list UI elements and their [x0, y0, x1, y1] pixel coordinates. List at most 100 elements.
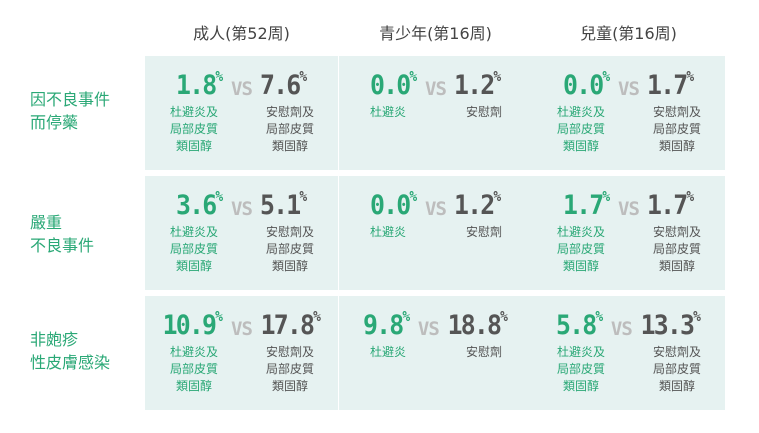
percent-value: 1.7% — [647, 181, 694, 222]
label-line: 局部皮質 — [265, 242, 314, 256]
label-line: 杜避炎及 — [169, 345, 218, 359]
percent-value: 5.1% — [260, 181, 307, 222]
value-comparison: 5.8% VS 13.3% — [532, 304, 725, 342]
column-header: 成人(第52周) — [193, 24, 290, 43]
label-line: 局部皮質 — [652, 122, 701, 136]
percent-value: 13.3% — [640, 301, 700, 342]
label-line: 安慰劑及 — [652, 345, 701, 359]
percent-sign: % — [493, 189, 502, 205]
label-line: 類固醇 — [175, 139, 212, 153]
percent-value: 1.2% — [454, 181, 501, 222]
label-line: 類固醇 — [562, 379, 599, 393]
label-line: 類固醇 — [175, 259, 212, 273]
row-label-line: 不良事件 — [30, 236, 95, 255]
percent-sign: % — [299, 69, 308, 85]
value-number: 5.8 — [555, 310, 597, 341]
row-label-line: 因不良事件 — [30, 90, 111, 109]
percent-value: 1.7% — [563, 181, 610, 222]
placebo-label: 安慰劑及 局部皮質 類固醇 — [255, 104, 325, 155]
percent-sign: % — [215, 69, 223, 85]
placebo-label: 安慰劑 — [449, 224, 519, 241]
value-number: 0.0 — [369, 190, 411, 221]
value-number: 5.1 — [259, 190, 301, 221]
vs-label: VS — [425, 198, 447, 220]
label-line: 杜避炎及 — [556, 225, 605, 239]
value-number: 1.7 — [646, 190, 688, 221]
percent-value: 0.0% — [370, 181, 417, 222]
label-line: 杜避炎 — [369, 345, 406, 359]
value-number: 10.9 — [162, 310, 216, 341]
value-number: 13.3 — [640, 310, 694, 341]
percent-sign: % — [402, 309, 410, 325]
value-comparison: 1.8% VS 7.6% — [145, 64, 338, 102]
treatment-label: 杜避炎及 局部皮質 類固醇 — [159, 224, 229, 275]
value-number: 18.8 — [447, 310, 501, 341]
placebo-label: 安慰劑 — [449, 344, 519, 361]
column-header: 青少年(第16周) — [379, 24, 492, 43]
placebo-label: 安慰劑及 局部皮質 類固醇 — [642, 224, 712, 275]
comparison-cell: 1.7% VS 1.7% 杜避炎及 局部皮質 類固醇 安慰劑及 局部皮質 類固醇 — [532, 176, 725, 290]
value-number: 1.2 — [453, 190, 495, 221]
value-number: 1.7 — [562, 190, 604, 221]
percent-sign: % — [313, 309, 321, 325]
label-line: 局部皮質 — [556, 362, 605, 376]
percent-sign: % — [595, 309, 603, 325]
percent-sign: % — [686, 69, 695, 85]
label-line: 局部皮質 — [265, 122, 314, 136]
comparison-cell: 5.8% VS 13.3% 杜避炎及 局部皮質 類固醇 安慰劑及 局部皮質 類固醇 — [532, 296, 725, 410]
label-line: 安慰劑 — [465, 105, 502, 119]
percent-value: 1.7% — [647, 61, 694, 102]
treatment-label: 杜避炎及局部皮質類固醇 — [546, 224, 616, 275]
value-number: 9.8 — [362, 310, 404, 341]
comparison-cell: 9.8% VS 18.8% 杜避炎 安慰劑 — [339, 296, 532, 410]
label-line: 安慰劑及 — [265, 345, 314, 359]
treatment-label: 杜避炎及 局部皮質 類固醇 — [159, 344, 229, 395]
label-line: 安慰劑及 — [652, 105, 701, 119]
label-line: 局部皮質 — [652, 362, 701, 376]
vs-label: VS — [618, 198, 640, 220]
comparison-cell: 10.9% VS 17.8% 杜避炎及 局部皮質 類固醇 安慰劑及 局部皮質 類固醇 — [145, 296, 338, 410]
label-line: 杜避炎及 — [169, 225, 218, 239]
placebo-label: 安慰劑及局部皮質類固醇 — [642, 104, 712, 155]
comparison-cell: 0.0% VS 1.2% 杜避炎 安慰劑 — [339, 176, 532, 290]
percent-sign: % — [409, 189, 417, 205]
percent-sign: % — [686, 189, 695, 205]
placebo-label: 安慰劑 — [449, 104, 519, 121]
comparison-cell: 0.0% VS 1.7% 杜避炎及 局部皮質 類固醇 安慰劑及 局部皮質 類固醇 — [532, 56, 725, 170]
label-line: 杜避炎及 — [556, 345, 605, 359]
percent-value: 5.8% — [556, 301, 603, 342]
placebo-label: 安慰劑及 局部皮質 類固醇 — [642, 344, 712, 395]
percent-value: 0.0% — [563, 61, 610, 102]
label-line: 局部皮質 — [169, 122, 218, 136]
value-number: 1.2 — [453, 70, 495, 101]
percent-sign: % — [602, 189, 610, 205]
comparison-cell: 1.8% VS 7.6% 杜避炎及 局部皮質 類固醇 安慰劑及 局部皮質 類固醇 — [145, 56, 338, 170]
label-line: 類固醇 — [562, 259, 599, 273]
row-label-line: 嚴重 — [30, 213, 63, 232]
column-header: 兒童(第16周) — [580, 24, 677, 43]
vs-label: VS — [417, 318, 440, 340]
row-label: 非皰疹 性皮膚感染 — [30, 328, 140, 374]
label-line: 類固醇 — [271, 139, 308, 153]
label-line: 局部皮質 — [556, 242, 605, 256]
vs-label: VS — [231, 318, 253, 340]
label-line: 類固醇 — [271, 379, 308, 393]
value-number: 17.8 — [260, 310, 315, 341]
label-line: 安慰劑 — [465, 345, 502, 359]
value-comparison: 10.9% VS 17.8% — [145, 304, 338, 342]
percent-value: 17.8% — [261, 301, 321, 342]
label-line: 局部皮質 — [556, 122, 605, 136]
percent-value: 9.8% — [363, 301, 410, 342]
label-line: 類固醇 — [658, 139, 695, 153]
treatment-label: 杜避炎 — [353, 344, 423, 361]
row-label-line: 而停藥 — [30, 113, 79, 132]
value-number: 0.0 — [369, 70, 411, 101]
vs-label: VS — [610, 318, 633, 340]
label-line: 杜避炎 — [369, 105, 406, 119]
value-number: 1.8 — [175, 70, 217, 101]
treatment-label: 杜避炎 — [353, 224, 423, 241]
value-comparison: 0.0% VS 1.2% — [339, 184, 532, 222]
percent-value: 1.8% — [176, 61, 223, 102]
percent-value: 1.2% — [454, 61, 501, 102]
row-label: 嚴重 不良事件 — [30, 211, 140, 257]
